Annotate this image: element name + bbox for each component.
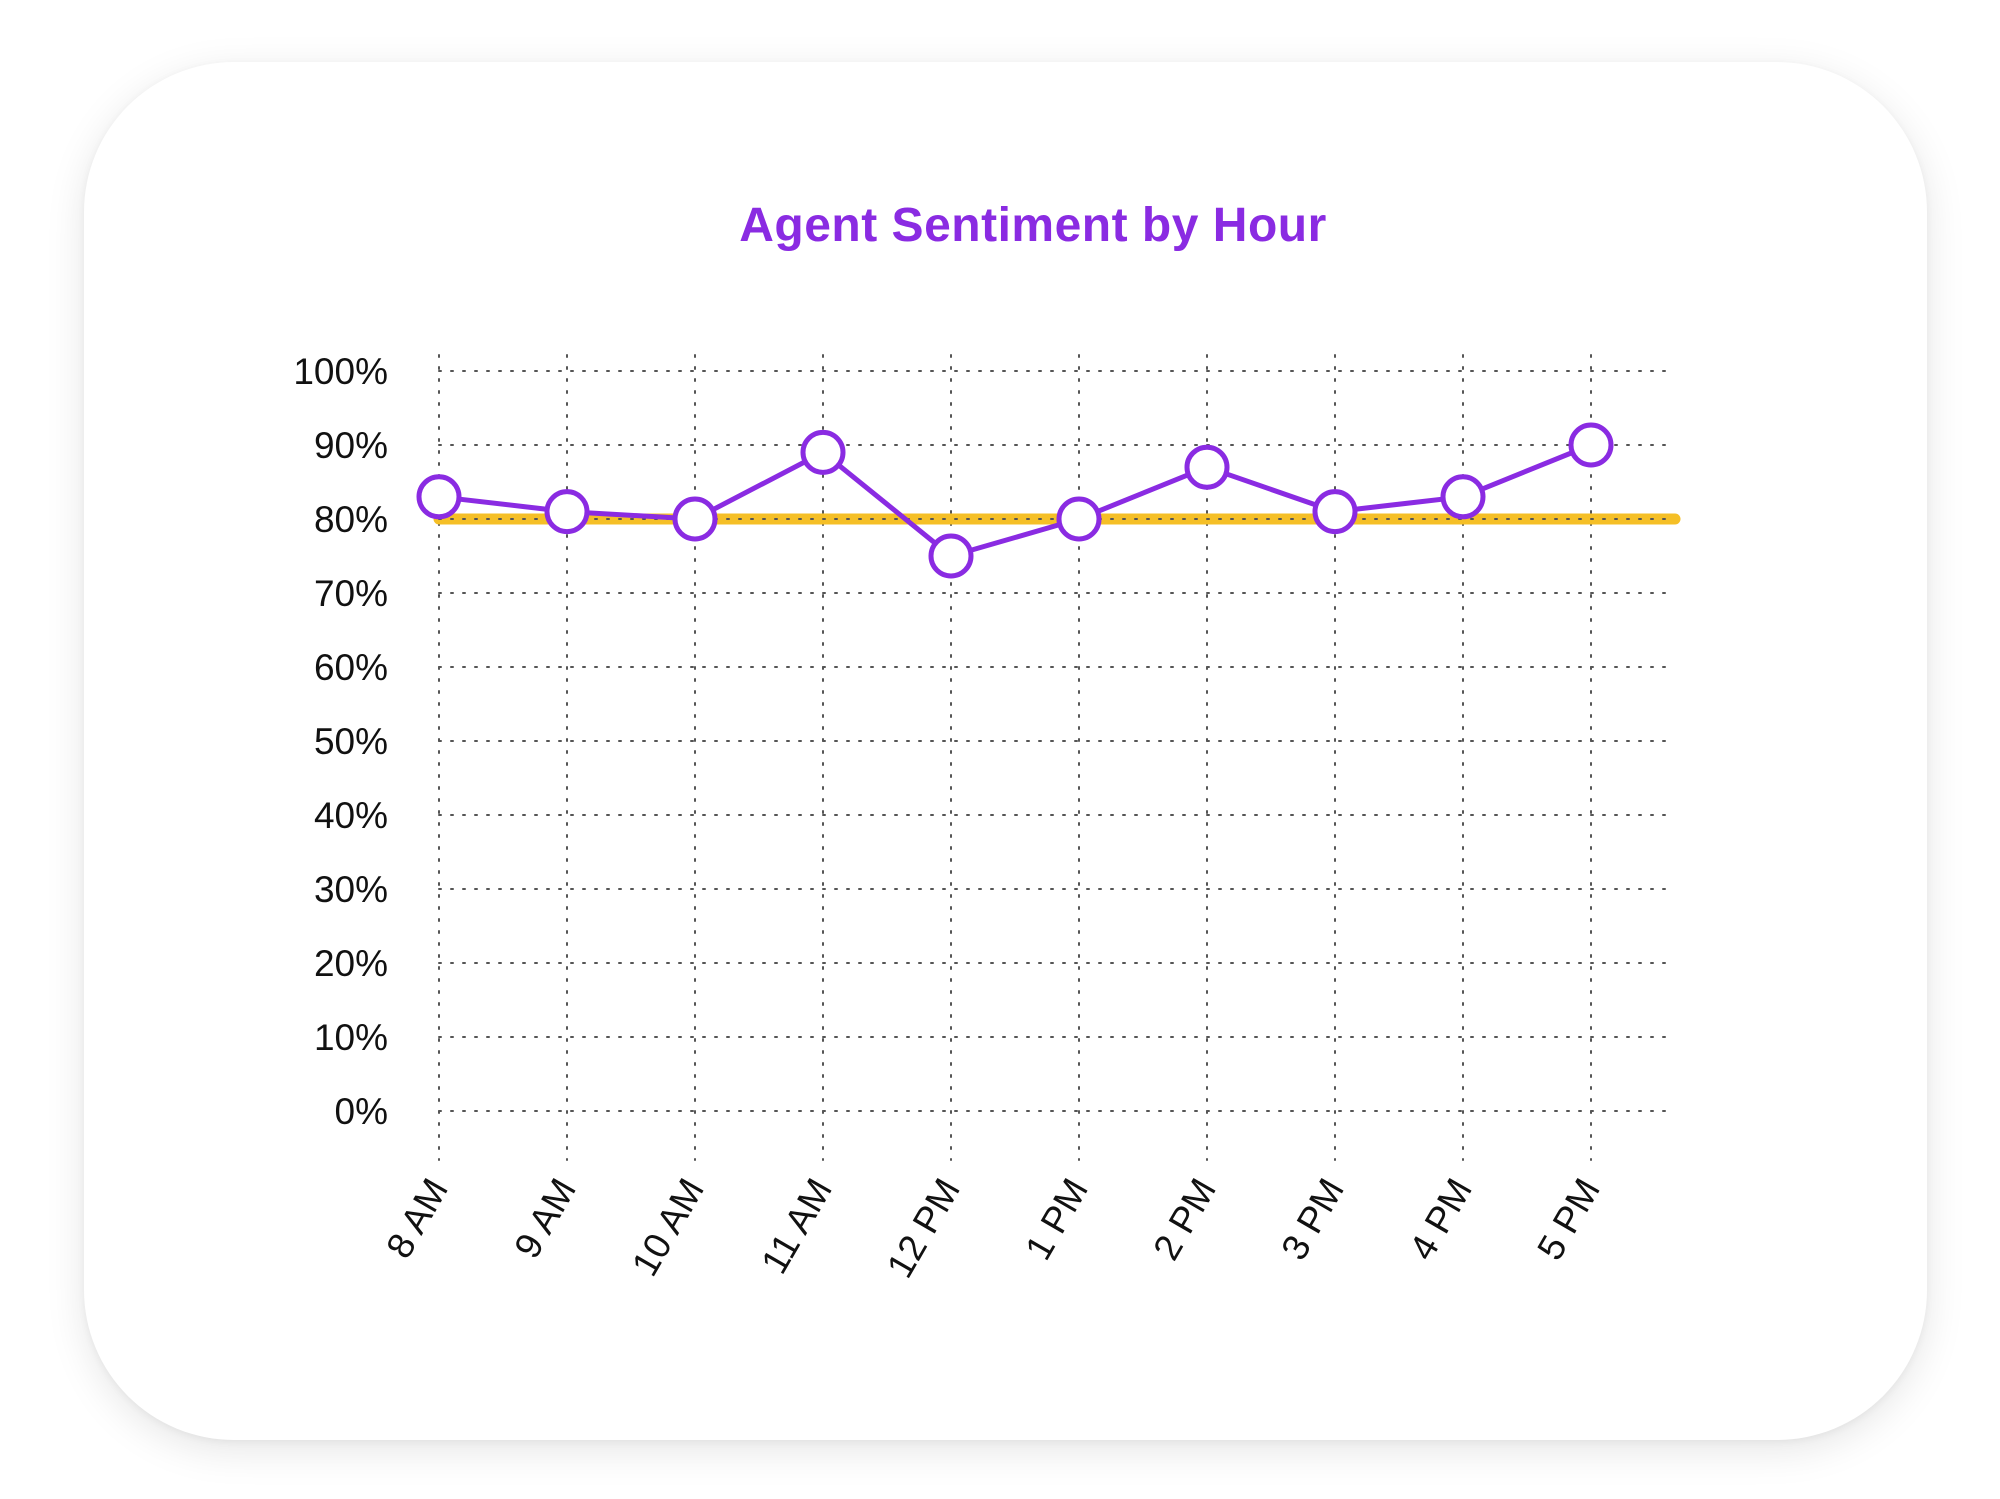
data-point — [928, 533, 974, 579]
y-tick-label: 60% — [314, 647, 388, 688]
data-point — [1184, 444, 1230, 490]
x-tick-label: 10 AM — [624, 1172, 712, 1283]
y-tick-label: 40% — [314, 795, 388, 836]
data-point — [1568, 422, 1614, 468]
y-tick-label: 100% — [293, 351, 388, 392]
grid-lines — [438, 354, 1676, 1161]
y-tick-label: 90% — [314, 425, 388, 466]
y-tick-label: 10% — [314, 1017, 388, 1058]
data-point — [416, 474, 462, 520]
chart-card — [84, 62, 1927, 1440]
data-point — [800, 429, 846, 475]
x-tick-label: 11 AM — [753, 1172, 840, 1281]
y-tick-label: 80% — [314, 499, 388, 540]
y-axis-ticks: 0% 10% 20% 30% 40% 50% 60% 70% 80% 90% 100% — [293, 351, 388, 1132]
x-tick-label: 8 AM — [378, 1172, 456, 1266]
data-point — [1312, 489, 1358, 535]
y-tick-label: 70% — [314, 573, 388, 614]
x-tick-label: 1 PM — [1017, 1172, 1096, 1267]
y-tick-label: 50% — [314, 721, 388, 762]
data-point — [544, 489, 590, 535]
data-point — [1056, 496, 1102, 542]
y-tick-label: 20% — [314, 943, 388, 984]
series-line — [438, 442, 1592, 559]
x-tick-label: 3 PM — [1273, 1172, 1352, 1267]
data-point — [672, 496, 718, 542]
y-tick-label: 0% — [335, 1091, 388, 1132]
x-tick-label: 12 PM — [879, 1172, 968, 1285]
y-tick-label: 30% — [314, 869, 388, 910]
x-tick-label: 9 AM — [506, 1172, 584, 1266]
x-tick-label: 5 PM — [1529, 1172, 1608, 1267]
x-axis-ticks: 8 AM 9 AM 10 AM 11 AM 12 PM 1 PM 2 PM 3 PM 4 PM 5… — [378, 1172, 1608, 1285]
chart-title: Agent Sentiment by Hour — [739, 199, 1327, 252]
x-tick-label: 2 PM — [1145, 1172, 1224, 1267]
data-point — [1440, 474, 1486, 520]
x-tick-label: 4 PM — [1401, 1172, 1480, 1267]
series-group — [416, 422, 1614, 579]
